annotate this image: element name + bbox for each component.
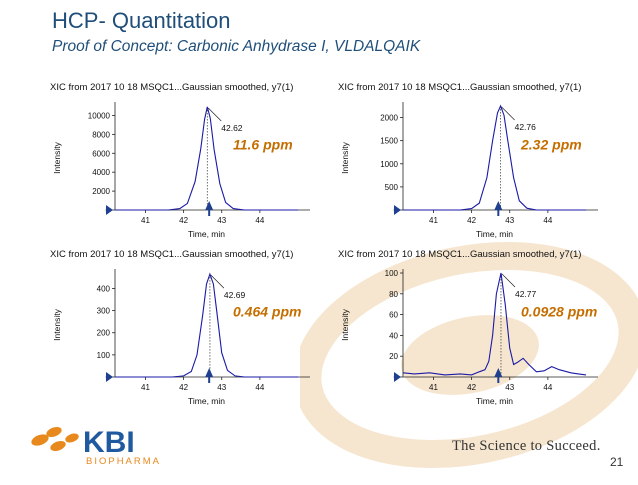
x-tick-label: 42	[179, 383, 188, 392]
slide-title: HCP- Quantitation	[52, 8, 231, 33]
ppm-annotation: 0.464 ppm	[233, 304, 301, 320]
peak-callout-leader	[210, 274, 225, 289]
x-tick-label: 41	[141, 216, 150, 225]
peak-callout-leader	[208, 107, 222, 122]
kbi-logo: KBI BIOPHARMA	[28, 418, 188, 471]
peak-label: 42.76	[515, 122, 537, 132]
chart-svg: XIC from 2017 10 18 MSQC1...Gaussian smo…	[50, 82, 310, 239]
x-tick-label: 43	[217, 216, 226, 225]
y-tick-label: 10000	[88, 111, 111, 120]
retention-marker	[494, 368, 503, 377]
x-tick-label: 44	[543, 383, 552, 392]
y-tick-label: 80	[389, 290, 398, 299]
series-line	[115, 272, 298, 378]
peak-label: 42.69	[224, 290, 246, 300]
logo-main-text: KBI	[83, 426, 135, 459]
x-tick-label: 44	[255, 383, 264, 392]
peak-callout-leader	[501, 273, 516, 288]
peak-label: 42.77	[515, 289, 537, 299]
y-axis-label: Intensity	[52, 308, 62, 340]
x-tick-label: 41	[141, 383, 150, 392]
logo-mark	[31, 426, 79, 452]
x-tick-label: 41	[429, 383, 438, 392]
retention-marker	[205, 368, 214, 377]
slide-subtitle: Proof of Concept: Carbonic Anhydrase I, …	[52, 38, 421, 55]
y-tick-label: 20	[389, 352, 398, 361]
y-tick-label: 500	[385, 183, 399, 192]
chart-panel-bottom-right: XIC from 2017 10 18 MSQC1...Gaussian smo…	[328, 245, 628, 410]
y-tick-label: 2000	[380, 114, 398, 123]
x-tick-label: 44	[255, 216, 264, 225]
x-tick-label: 44	[543, 216, 552, 225]
x-tick-label: 43	[505, 216, 514, 225]
y-tick-label: 100	[385, 269, 399, 278]
chart-panel-top-right: XIC from 2017 10 18 MSQC1...Gaussian smo…	[328, 78, 628, 243]
chart-title: XIC from 2017 10 18 MSQC1...Gaussian smo…	[50, 249, 293, 260]
series-line	[402, 272, 587, 376]
y-tick-label: 2000	[92, 187, 110, 196]
y-tick-label: 400	[97, 284, 111, 293]
retention-marker	[494, 201, 503, 210]
y-tick-label: 6000	[92, 149, 110, 158]
y-tick-label: 1000	[380, 160, 398, 169]
y-axis-label: Intensity	[52, 141, 62, 173]
baseline-arrow-marker	[394, 205, 401, 215]
chart-title: XIC from 2017 10 18 MSQC1...Gaussian smo…	[338, 82, 581, 93]
ppm-annotation: 11.6 ppm	[233, 137, 293, 153]
peak-callout-leader	[501, 106, 515, 121]
series-line	[115, 106, 298, 211]
page-number: 21	[610, 455, 624, 469]
series-line	[403, 104, 586, 211]
x-axis-label: Time, min	[188, 229, 225, 239]
peak-label: 42.62	[221, 123, 243, 133]
x-tick-label: 42	[467, 216, 476, 225]
x-tick-label: 41	[429, 216, 438, 225]
baseline-arrow-marker	[106, 372, 113, 382]
y-tick-label: 1500	[380, 137, 398, 146]
chart-panel-top-left: XIC from 2017 10 18 MSQC1...Gaussian smo…	[40, 78, 340, 243]
ppm-annotation: 2.32 ppm	[520, 137, 582, 153]
y-tick-label: 100	[97, 351, 111, 360]
baseline-arrow-marker	[394, 372, 401, 382]
chart-svg: XIC from 2017 10 18 MSQC1...Gaussian smo…	[338, 82, 598, 239]
tagline: The Science to Succeed.	[452, 438, 601, 454]
ppm-annotation: 0.0928 ppm	[521, 304, 597, 320]
baseline-arrow-marker	[106, 205, 113, 215]
y-axis-label: Intensity	[340, 141, 350, 173]
chart-svg: XIC from 2017 10 18 MSQC1...Gaussian smo…	[50, 249, 310, 406]
chart-title: XIC from 2017 10 18 MSQC1...Gaussian smo…	[50, 82, 293, 93]
logo-sub-text: BIOPHARMA	[86, 456, 161, 466]
retention-marker	[205, 201, 214, 210]
y-axis-label: Intensity	[340, 308, 350, 340]
chart-panel-bottom-left: XIC from 2017 10 18 MSQC1...Gaussian smo…	[40, 245, 340, 410]
chart-title: XIC from 2017 10 18 MSQC1...Gaussian smo…	[338, 249, 581, 260]
y-tick-label: 4000	[92, 168, 110, 177]
y-tick-label: 60	[389, 311, 398, 320]
x-tick-label: 43	[217, 383, 226, 392]
y-tick-label: 300	[97, 307, 111, 316]
chart-svg: XIC from 2017 10 18 MSQC1...Gaussian smo…	[338, 249, 598, 406]
x-axis-label: Time, min	[476, 396, 513, 406]
y-tick-label: 200	[97, 329, 111, 338]
x-tick-label: 43	[505, 383, 514, 392]
y-tick-label: 8000	[92, 130, 110, 139]
x-tick-label: 42	[179, 216, 188, 225]
x-axis-label: Time, min	[476, 229, 513, 239]
y-tick-label: 40	[389, 331, 398, 340]
x-tick-label: 42	[467, 383, 476, 392]
x-axis-label: Time, min	[188, 396, 225, 406]
watermark-swirl	[293, 230, 638, 485]
